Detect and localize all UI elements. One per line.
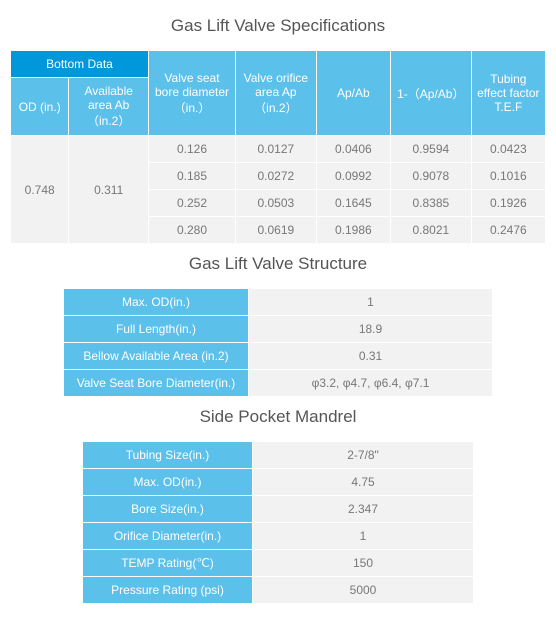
mandrel-table: Tubing Size(in.) 2-7/8" Max. OD(in.) 4.7… xyxy=(82,441,474,604)
spec-cell: 0.8385 xyxy=(390,190,471,217)
spec-cell: 0.0619 xyxy=(236,217,317,244)
spec-header-seat: Valve seat bore diameter（in.） xyxy=(148,51,235,136)
spec-cell: 0.252 xyxy=(148,190,235,217)
structure-value: 1 xyxy=(249,289,493,316)
spec-cell: 0.0992 xyxy=(316,163,390,190)
spec-cell: 0.9078 xyxy=(390,163,471,190)
structure-value: 0.31 xyxy=(249,343,493,370)
spec-cell: 0.1986 xyxy=(316,217,390,244)
structure-label: Valve Seat Bore Diameter(in.) xyxy=(64,370,249,397)
mandrel-label: Max. OD(in.) xyxy=(83,469,253,496)
structure-value: 18.9 xyxy=(249,316,493,343)
spec-cell: 0.0423 xyxy=(471,136,545,163)
structure-value: φ3.2, φ4.7, φ6.4, φ7.1 xyxy=(249,370,493,397)
mandrel-value: 1 xyxy=(253,523,474,550)
spec-header-orifice: Valve orifice area Ap（in.2） xyxy=(236,51,317,136)
spec-header-bottom-data: Bottom Data xyxy=(11,51,149,78)
spec-cell: 0.126 xyxy=(148,136,235,163)
mandrel-value: 4.75 xyxy=(253,469,474,496)
table-row: Valve Seat Bore Diameter(in.) φ3.2, φ4.7… xyxy=(64,370,493,397)
mandrel-label: Orifice Diameter(in.) xyxy=(83,523,253,550)
structure-table: Max. OD(in.) 1 Full Length(in.) 18.9 Bel… xyxy=(63,288,493,397)
table-row: Pressure Rating (psi) 5000 xyxy=(83,577,474,604)
spec-cell: 0.1645 xyxy=(316,190,390,217)
spec-cell: 0.9594 xyxy=(390,136,471,163)
table-row: Tubing Size(in.) 2-7/8" xyxy=(83,442,474,469)
spec-cell: 0.0272 xyxy=(236,163,317,190)
mandrel-label: Pressure Rating (psi) xyxy=(83,577,253,604)
table-row: Bellow Available Area (in.2) 0.31 xyxy=(64,343,493,370)
spec-header-oneminus: 1-（Ap/Ab） xyxy=(390,51,471,136)
spec-cell: 0.280 xyxy=(148,217,235,244)
table-row: TEMP Rating(℃) 150 xyxy=(83,550,474,577)
spec-table: Bottom Data Valve seat bore diameter（in.… xyxy=(10,50,546,244)
table-row: Full Length(in.) 18.9 xyxy=(64,316,493,343)
spec-cell: 0.1016 xyxy=(471,163,545,190)
table-row: Max. OD(in.) 1 xyxy=(64,289,493,316)
structure-label: Bellow Available Area (in.2) xyxy=(64,343,249,370)
mandrel-value: 5000 xyxy=(253,577,474,604)
spec-cell: 0.185 xyxy=(148,163,235,190)
mandrel-label: TEMP Rating(℃) xyxy=(83,550,253,577)
spec-cell: 0.2476 xyxy=(471,217,545,244)
spec-cell: 0.1926 xyxy=(471,190,545,217)
spec-cell: 0.0503 xyxy=(236,190,317,217)
structure-title: Gas Lift Valve Structure xyxy=(8,254,548,274)
spec-header-tef: Tubing effect factor T.E.F xyxy=(471,51,545,136)
mandrel-value: 150 xyxy=(253,550,474,577)
mandrel-value: 2.347 xyxy=(253,496,474,523)
mandrel-label: Tubing Size(in.) xyxy=(83,442,253,469)
spec-area-value: 0.311 xyxy=(69,136,149,244)
spec-header-od: OD (in.) xyxy=(11,78,69,136)
spec-title: Gas Lift Valve Specifications xyxy=(8,16,548,36)
spec-cell: 0.0127 xyxy=(236,136,317,163)
spec-cell: 0.8021 xyxy=(390,217,471,244)
structure-label: Full Length(in.) xyxy=(64,316,249,343)
spec-cell: 0.0406 xyxy=(316,136,390,163)
mandrel-value: 2-7/8" xyxy=(253,442,474,469)
table-row: Max. OD(in.) 4.75 xyxy=(83,469,474,496)
table-row: Bore Size(in.) 2.347 xyxy=(83,496,474,523)
spec-header-apab: Ap/Ab xyxy=(316,51,390,136)
table-row: Orifice Diameter(in.) 1 xyxy=(83,523,474,550)
spec-header-area: Available area Ab（in.2） xyxy=(69,78,149,136)
structure-label: Max. OD(in.) xyxy=(64,289,249,316)
spec-od-value: 0.748 xyxy=(11,136,69,244)
mandrel-label: Bore Size(in.) xyxy=(83,496,253,523)
mandrel-title: Side Pocket Mandrel xyxy=(8,407,548,427)
